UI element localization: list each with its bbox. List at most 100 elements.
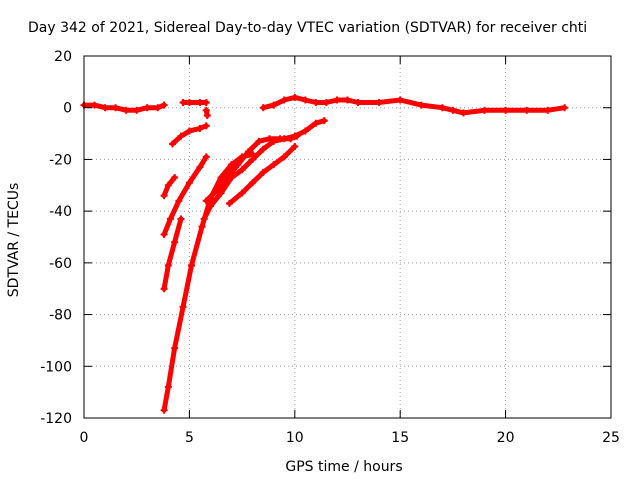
data-point	[301, 127, 309, 135]
data-point	[154, 104, 162, 112]
data-series	[80, 93, 569, 414]
data-point	[206, 202, 214, 210]
data-point	[228, 161, 236, 169]
data-point	[333, 96, 341, 104]
data-point	[202, 122, 210, 130]
data-point	[449, 106, 457, 114]
data-point	[196, 124, 204, 132]
data-point	[202, 106, 210, 114]
data-point	[417, 101, 425, 109]
gridlines	[84, 56, 611, 418]
data-point	[249, 155, 257, 163]
data-point	[396, 96, 404, 104]
data-point	[238, 189, 246, 197]
x-tick-label: 0	[80, 430, 89, 446]
data-point	[91, 101, 99, 109]
y-tick-label: -80	[49, 308, 72, 324]
data-point	[481, 106, 489, 114]
data-point	[169, 140, 177, 148]
data-point	[276, 135, 284, 143]
data-point	[160, 230, 168, 238]
data-point	[160, 285, 168, 293]
data-point	[312, 99, 320, 107]
data-point	[354, 99, 362, 107]
data-point	[185, 127, 193, 135]
data-point	[544, 106, 552, 114]
data-point	[344, 96, 351, 104]
data-point	[301, 96, 309, 104]
data-point	[188, 261, 196, 269]
data-point	[266, 135, 274, 143]
data-point	[523, 106, 531, 114]
data-point	[196, 163, 204, 171]
data-point	[185, 179, 193, 187]
data-point	[259, 168, 267, 176]
series-line-11	[203, 133, 300, 204]
y-tick-label: -40	[49, 204, 72, 220]
data-point	[179, 99, 187, 107]
chart-title: Day 342 of 2021, Sidereal Day-to-day VTE…	[28, 20, 587, 36]
data-point	[171, 174, 179, 182]
data-point	[101, 104, 109, 112]
data-point	[203, 111, 211, 119]
data-point	[160, 406, 168, 414]
data-point	[312, 119, 320, 127]
x-axis-label: GPS time / hours	[285, 459, 402, 475]
data-point	[561, 104, 569, 112]
y-tick-label: 0	[63, 101, 72, 117]
data-point	[185, 99, 193, 107]
data-point	[280, 96, 288, 104]
data-point	[133, 106, 141, 114]
y-axis-label: SDTVAR / TECUs	[6, 183, 22, 298]
data-point	[164, 181, 172, 189]
data-point	[225, 199, 233, 207]
data-point	[160, 192, 168, 200]
data-point	[175, 197, 183, 205]
x-tick-label: 25	[602, 430, 620, 446]
series-line-6	[161, 175, 178, 199]
data-point	[164, 261, 172, 269]
data-point	[293, 132, 301, 140]
data-point	[502, 106, 510, 114]
data-point	[249, 179, 257, 187]
data-point	[217, 174, 225, 182]
data-point	[217, 189, 225, 197]
data-point	[375, 99, 383, 107]
data-point	[143, 104, 151, 112]
data-point	[438, 104, 446, 112]
data-point	[234, 161, 242, 169]
data-point	[200, 215, 208, 223]
data-point	[202, 153, 210, 161]
data-point	[213, 186, 221, 194]
plot-frame	[83, 55, 612, 419]
y-tick-label: 20	[54, 49, 72, 65]
data-point	[112, 104, 120, 112]
data-point	[196, 99, 204, 107]
data-point	[322, 99, 330, 107]
y-tick-label: -60	[49, 256, 72, 272]
data-point	[280, 153, 288, 161]
data-point	[202, 197, 210, 205]
data-point	[255, 137, 263, 145]
y-tick-label: -20	[49, 152, 72, 168]
x-tick-label: 20	[497, 430, 515, 446]
data-point	[164, 383, 172, 391]
x-tick-label: 5	[185, 430, 194, 446]
data-point	[270, 101, 278, 109]
data-point	[160, 101, 168, 109]
data-point	[320, 117, 328, 125]
data-point	[238, 166, 246, 174]
x-tick-label: 10	[286, 430, 304, 446]
data-point	[171, 344, 179, 352]
axis-ticks: -120 -100 -80 -60 -40 -20 0 20 0 5 10 15 20 25	[40, 49, 620, 446]
data-point	[259, 104, 267, 112]
data-point	[179, 303, 187, 311]
y-tick-label: -100	[40, 359, 72, 375]
series-line-8	[161, 216, 184, 292]
data-point	[122, 106, 130, 114]
x-tick-label: 15	[391, 430, 409, 446]
y-tick-label: -120	[40, 411, 72, 427]
data-point	[291, 93, 299, 101]
data-point	[177, 215, 185, 223]
